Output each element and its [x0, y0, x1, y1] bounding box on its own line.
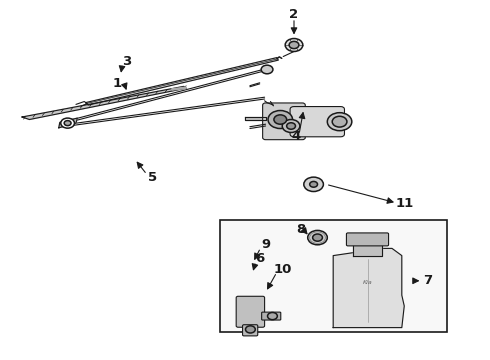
Text: 8: 8 [296, 223, 305, 236]
Circle shape [261, 65, 273, 74]
Circle shape [245, 326, 255, 333]
Text: 5: 5 [148, 171, 157, 184]
FancyBboxPatch shape [262, 312, 281, 320]
Circle shape [289, 41, 299, 49]
Circle shape [304, 177, 323, 192]
Text: 11: 11 [395, 197, 414, 210]
Circle shape [327, 113, 352, 131]
Circle shape [61, 118, 74, 128]
FancyBboxPatch shape [263, 103, 305, 140]
Circle shape [287, 123, 295, 129]
Text: 4: 4 [292, 130, 301, 143]
Polygon shape [245, 117, 266, 120]
Polygon shape [86, 58, 278, 105]
Circle shape [285, 39, 303, 51]
Text: 3: 3 [122, 55, 131, 68]
Text: 7: 7 [423, 274, 432, 287]
Text: 1: 1 [113, 77, 122, 90]
Text: Kia: Kia [363, 280, 372, 285]
FancyBboxPatch shape [236, 296, 265, 327]
Bar [220, 220, 447, 332]
FancyBboxPatch shape [290, 107, 344, 137]
Circle shape [64, 121, 71, 126]
Text: 9: 9 [261, 238, 270, 251]
Circle shape [268, 312, 277, 320]
Text: 6: 6 [255, 252, 264, 265]
FancyBboxPatch shape [243, 325, 258, 336]
Polygon shape [59, 118, 77, 128]
Circle shape [310, 181, 318, 187]
Text: 2: 2 [290, 8, 298, 21]
FancyBboxPatch shape [346, 233, 389, 246]
Circle shape [268, 111, 293, 129]
Polygon shape [22, 86, 186, 120]
Circle shape [282, 120, 300, 132]
Circle shape [274, 115, 287, 124]
Text: 10: 10 [274, 263, 293, 276]
Polygon shape [172, 87, 186, 90]
Circle shape [332, 116, 347, 127]
Polygon shape [333, 248, 404, 328]
Circle shape [308, 230, 327, 245]
Polygon shape [353, 243, 382, 256]
Circle shape [313, 234, 322, 241]
